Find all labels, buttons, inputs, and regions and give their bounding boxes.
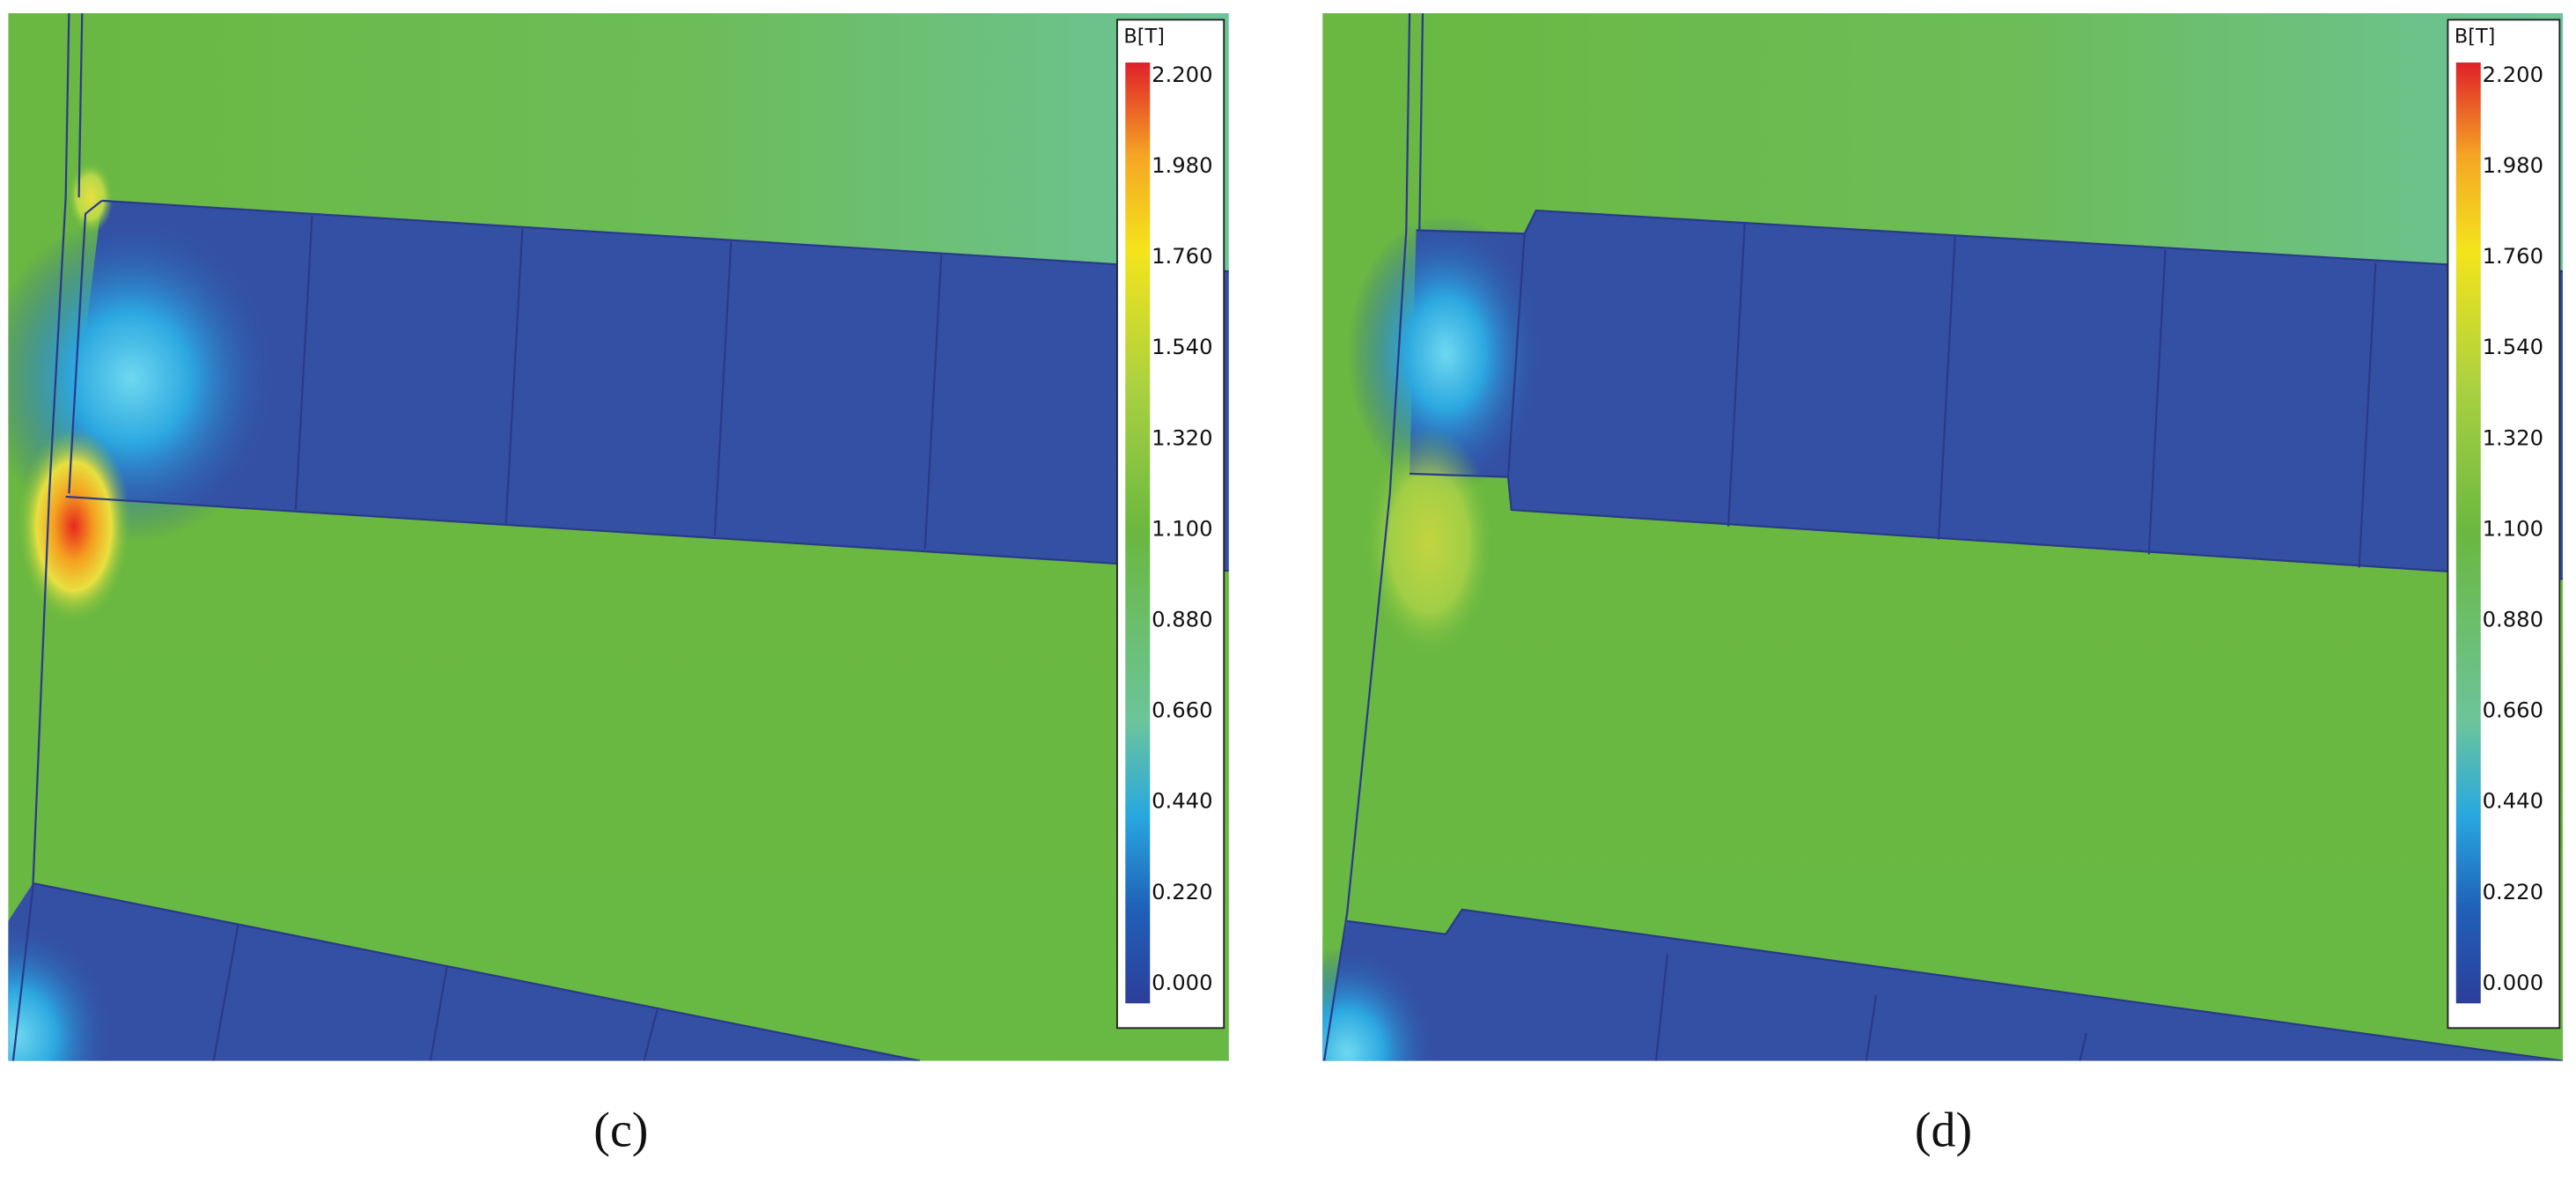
legend-tick-label: 1.100 — [2483, 515, 2543, 541]
legend-tick-label: 1.540 — [1152, 334, 1212, 359]
legend-tick-label: 2.200 — [2483, 62, 2543, 87]
legend-tick-label: 0.000 — [1152, 970, 1212, 995]
legend-tick-label: 1.980 — [1152, 152, 1212, 178]
panel-caption: (d) — [1915, 1103, 1972, 1158]
panel-caption: (c) — [593, 1103, 648, 1158]
color-scale — [2455, 62, 2481, 1004]
legend-tick-label: 1.320 — [2483, 424, 2543, 450]
legend-tick-label: 1.540 — [2483, 334, 2543, 359]
legend-tick-label: 2.200 — [1152, 62, 1212, 87]
legend-tick-label: 1.760 — [1152, 243, 1212, 269]
legend-tick-label: 0.440 — [2483, 788, 2543, 814]
legend-tick-label: 0.880 — [1152, 606, 1212, 631]
legend-tick-label: 0.660 — [2483, 698, 2543, 723]
legend-title: B[T] — [1123, 26, 1164, 48]
legend-tick-label: 1.320 — [1152, 424, 1212, 450]
legend-tick-label: 0.220 — [1152, 879, 1212, 904]
legend-tick-label: 0.000 — [2483, 970, 2543, 995]
legend-title: B[T] — [2455, 26, 2495, 48]
legend-tick-label: 0.660 — [1152, 698, 1212, 723]
legend-tick-label: 0.880 — [2483, 606, 2543, 631]
field-plot — [1322, 12, 2564, 1061]
legend-tick-label: 1.760 — [2483, 243, 2543, 269]
legend-tick-label: 0.440 — [1152, 788, 1212, 814]
legend-tick-label: 1.980 — [2483, 152, 2543, 178]
legend-tick-label: 1.100 — [1152, 515, 1212, 541]
color-scale — [1125, 62, 1151, 1004]
legend-tick-label: 0.220 — [2483, 879, 2543, 904]
field-plot — [8, 12, 1229, 1061]
